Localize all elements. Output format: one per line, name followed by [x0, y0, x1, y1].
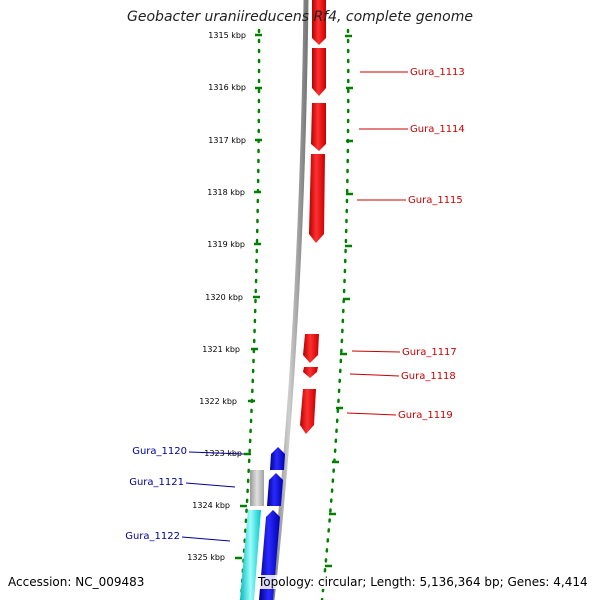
gene-arrow-gura-1120 [270, 447, 285, 470]
map-title: Geobacter uraniireducens Rf4, complete g… [127, 9, 473, 25]
forward-gene-labels: Gura_1113 Gura_1114 Gura_1115 Gura_1117 … [398, 67, 465, 421]
tick-label: 1316 kbp [208, 83, 246, 92]
cyan-feature-block [240, 510, 261, 600]
gene-arrow-gura-1117 [303, 334, 319, 363]
gene-label: Gura_1117 [402, 347, 457, 358]
gene-label: Gura_1119 [398, 410, 453, 421]
gene-arrow-gura-1113 [312, 48, 326, 96]
forward-genes [300, 0, 326, 434]
forward-leader-lines [346, 71, 408, 416]
tick-label: 1318 kbp [207, 188, 245, 197]
gene-label: Gura_1122 [125, 531, 180, 542]
tick-label: 1321 kbp [202, 345, 240, 354]
gene-label: Gura_1115 [408, 195, 463, 206]
grey-feature-block [250, 470, 264, 506]
gene-label: Gura_1114 [410, 124, 465, 135]
gene-label: Gura_1118 [401, 371, 456, 382]
tick-label: 1325 kbp [187, 553, 225, 562]
gene-arrow-gura-1118 [303, 367, 318, 378]
reverse-leader-lines [181, 451, 245, 542]
gene-label: Gura_1120 [132, 446, 187, 457]
gene-label: Gura_1113 [410, 67, 465, 78]
tick-label: 1317 kbp [208, 136, 246, 145]
tick-label: 1319 kbp [207, 240, 245, 249]
gene-arrow-gura-1119 [300, 389, 316, 434]
tick-label: 1320 kbp [205, 293, 243, 302]
gene-arrow-gura-1115 [309, 154, 325, 243]
tick-marks [235, 33, 353, 568]
outer-dotted-guide [320, 28, 350, 600]
gene-arrow-gura-1121 [267, 473, 283, 506]
tick-label: 1315 kbp [208, 31, 246, 40]
accession-text: Accession: NC_009483 [8, 575, 145, 589]
genome-backbone [269, 0, 309, 600]
tick-label: 1322 kbp [199, 397, 237, 406]
gene-arrow-gura-1114 [311, 103, 326, 151]
topology-text: Topology: circular; Length: 5,136,364 bp… [258, 575, 592, 589]
gene-arrow-top [312, 0, 326, 45]
gene-label: Gura_1121 [129, 477, 184, 488]
reverse-gene-labels: Gura_1120 Gura_1121 Gura_1122 [125, 446, 187, 542]
tick-labels: 1315 kbp 1316 kbp 1317 kbp 1318 kbp 1319… [187, 31, 246, 562]
tick-label: 1324 kbp [192, 501, 230, 510]
inner-dotted-guide [239, 28, 261, 600]
